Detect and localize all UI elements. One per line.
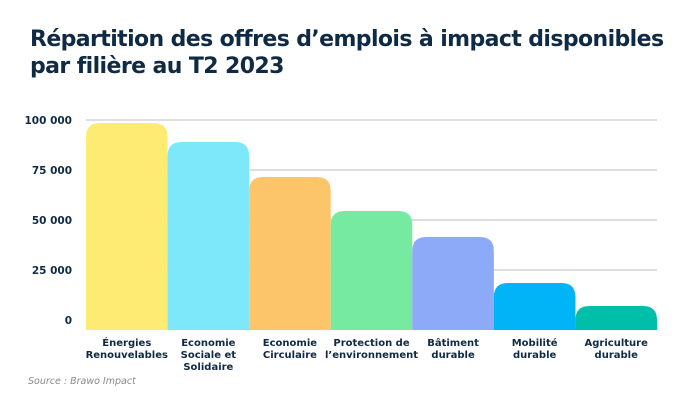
y-tick-label: 75 000 bbox=[32, 165, 72, 177]
x-tick-label: Circulaire bbox=[263, 350, 317, 361]
y-tick-label: 50 000 bbox=[32, 215, 72, 227]
x-tick-label: Mobilité bbox=[512, 337, 558, 349]
x-tick-label: durable bbox=[595, 350, 639, 361]
x-tick-label: Economie bbox=[263, 338, 317, 349]
x-tick-label: Bâtiment bbox=[427, 337, 479, 349]
x-tick-label: Énergies bbox=[102, 336, 151, 349]
x-tick-label: Protection de bbox=[333, 338, 409, 349]
bar bbox=[330, 211, 413, 330]
x-tick-label: durable bbox=[513, 350, 557, 361]
bar bbox=[249, 177, 331, 330]
x-tick-label: Solidaire bbox=[183, 362, 233, 373]
chart-title: Répartition des offres d’emplois à impac… bbox=[30, 27, 664, 79]
source-note: Source : Brawo Impact bbox=[28, 376, 136, 387]
bar bbox=[412, 237, 494, 330]
x-tick-label: Agriculture bbox=[585, 338, 649, 349]
bar bbox=[575, 306, 657, 330]
x-tick-label: l’environnement bbox=[325, 350, 418, 361]
y-tick-label: 0 bbox=[65, 315, 72, 327]
y-tick-label: 100 000 bbox=[25, 115, 73, 127]
bar bbox=[86, 123, 168, 330]
x-tick-label: Economie bbox=[181, 338, 235, 349]
bar bbox=[493, 283, 576, 330]
y-tick-label: 25 000 bbox=[32, 265, 72, 277]
x-tick-label: durable bbox=[431, 350, 475, 361]
bar bbox=[167, 142, 250, 330]
x-tick-label: Renouvelables bbox=[86, 350, 168, 361]
x-tick-label: Sociale et bbox=[181, 350, 237, 361]
